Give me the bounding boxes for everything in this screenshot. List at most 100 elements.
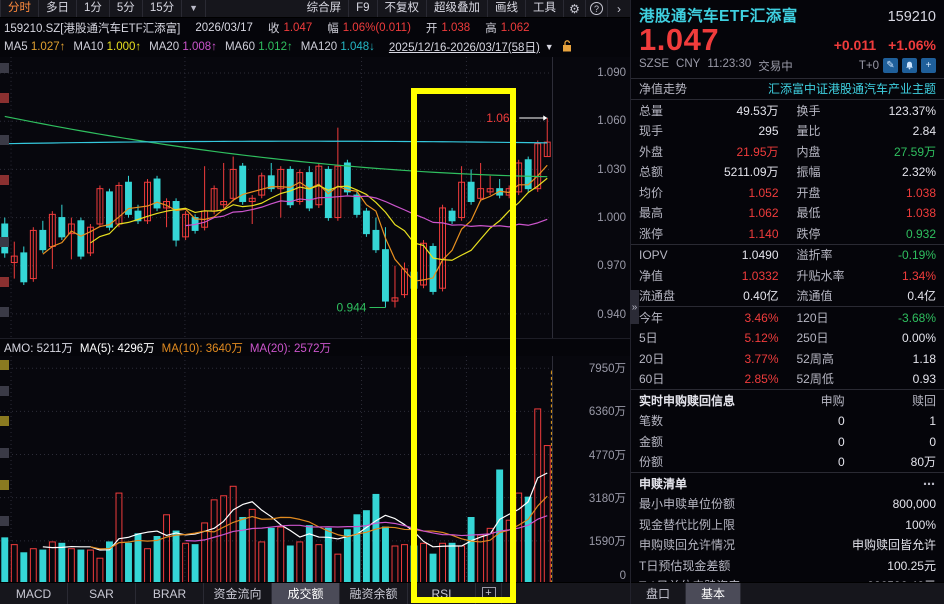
- high-value: 1.062: [500, 21, 530, 34]
- plus-icon: +: [481, 586, 496, 601]
- nav-trend-row[interactable]: 净值走势 汇添富中证港股通汽车产业主题: [631, 79, 944, 100]
- ma-item-MA10: MA10 1.000↑: [73, 41, 141, 53]
- volume-tick-5: 0: [619, 570, 626, 582]
- period-performance-section: 今年 3.46% 120日 -3.68% 5日 5.12% 250日 0.00% 20日 3.77…: [631, 306, 944, 389]
- next-arrow-icon[interactable]: ›: [617, 1, 621, 16]
- candlestick-plot: 1.062 0.944: [0, 57, 552, 338]
- price-change-pct: +1.06%: [888, 36, 936, 53]
- market-status: 交易中: [758, 60, 793, 73]
- toolbar-button-综合屏[interactable]: 综合屏: [300, 0, 350, 17]
- etf-stat-label: 流通值: [796, 289, 833, 304]
- indicator-tab-RSI[interactable]: RSI: [408, 583, 476, 604]
- market-stat-value: 1.140: [748, 226, 779, 241]
- indicator-tab-成交额[interactable]: 成交额: [272, 583, 340, 604]
- amo-key: AMO:: [4, 342, 34, 355]
- realtime-purchase-value: 0: [837, 434, 845, 449]
- period-button-2[interactable]: 多日: [39, 0, 77, 17]
- realtime-purchase-value: 0: [837, 414, 845, 429]
- list-more-button[interactable]: ⋯: [923, 476, 936, 491]
- indicator-tab-资金流向[interactable]: 资金流向: [204, 583, 272, 604]
- alert-bell-icon[interactable]: [902, 58, 917, 74]
- list-row-label: 最小申赎单位份额: [639, 497, 736, 512]
- toolbar-button-工具[interactable]: 工具: [526, 0, 564, 17]
- panel-collapse-handle[interactable]: »: [630, 290, 639, 324]
- volume-tick-4: 1590万: [588, 535, 626, 548]
- ma-value-MA60: 1.012↑: [258, 41, 293, 53]
- indicator-tab-融资余额[interactable]: 融资余额: [340, 583, 408, 604]
- volume-tick-1: 6360万: [588, 406, 626, 419]
- realtime-data-row: 份额 0 80万: [631, 452, 944, 473]
- period-button-3[interactable]: 1分: [77, 0, 110, 17]
- realtime-row-label: 金额: [639, 434, 664, 449]
- volume-tick-0: 7950万: [588, 363, 626, 376]
- nav-trend-section: 净值走势 汇添富中证港股通汽车产业主题: [631, 77, 944, 100]
- market-stat-label: 换手: [796, 103, 821, 118]
- add-to-watchlist-icon[interactable]: +: [921, 58, 936, 74]
- detail-tab-盘口[interactable]: 盘口: [631, 583, 686, 604]
- nav-trend-label: 净值走势: [639, 82, 688, 97]
- market-stat-value: 1.062: [748, 206, 779, 221]
- realtime-purchase-value: 0: [837, 455, 845, 470]
- indicator-tab-bar: MACD SAR BRAR 资金流向 成交额 融资余额 RSI +: [0, 582, 630, 604]
- indicator-tab-SAR[interactable]: SAR: [68, 583, 136, 604]
- list-data-row: T日预估现金差额 100.25元: [631, 555, 944, 576]
- amo-value: 5211万: [36, 342, 73, 355]
- etf-stat-label: 净值: [639, 268, 664, 283]
- price-tick-5: 0.940: [597, 308, 626, 321]
- period-button-4[interactable]: 5分: [110, 0, 143, 17]
- market-stat-value: 295: [758, 124, 779, 139]
- period-button-1[interactable]: 分时: [0, 0, 39, 17]
- bell-icon-glyph: [906, 61, 913, 70]
- security-code: 159210: [887, 9, 936, 25]
- etf-stat-value: 1.0490: [741, 247, 779, 262]
- quote-info-line: 159210.SZ[港股通汽车ETF汇添富] 2026/03/17 收 1.04…: [0, 18, 630, 37]
- list-section-title: 申赎清单: [639, 476, 688, 491]
- charts-container: 1.062 0.944 1.090 1.060 1.030 1.000 0.970 0.94…: [0, 57, 630, 603]
- period-stat-value: 0.93: [912, 372, 936, 387]
- ma-key-MA10: MA10: [73, 41, 107, 53]
- market-stat-label: 外盘: [639, 144, 664, 159]
- volume-pane[interactable]: 7950万 6360万 4770万 3180万 1590万 0: [0, 356, 630, 584]
- ma-key-MA120: MA120: [300, 41, 341, 53]
- quote-time: 11:23:30: [707, 57, 752, 70]
- period-stat-value: 3.46%: [744, 310, 779, 325]
- market-stat-label: 开盘: [796, 185, 821, 200]
- toolbar-button-不复权[interactable]: 不复权: [378, 0, 427, 17]
- period-more-button[interactable]: ▼: [182, 0, 207, 17]
- date-range-selector[interactable]: 2025/12/16-2026/03/17(58日): [388, 42, 540, 54]
- period-stat-row: 20日 3.77% 52周高 1.18: [631, 348, 944, 369]
- market-stat-value: 0.932: [905, 226, 936, 241]
- vol-ma5-value: 4296万: [117, 342, 155, 355]
- toolbar-button-超级叠加[interactable]: 超级叠加: [427, 0, 488, 17]
- svg-text:1.062: 1.062: [486, 111, 516, 125]
- realtime-creation-redemption-section: 实时申购赎回信息 申购 赎回 笔数 0 1 金额 0 0 份额 0 80万: [631, 389, 944, 472]
- price-change: +0.011: [833, 36, 877, 53]
- price-axis: 1.090 1.060 1.030 1.000 0.970 0.940: [552, 57, 630, 338]
- list-data-row: 现金替代比例上限 100%: [631, 514, 944, 535]
- etf-stat-value: 0.4亿: [907, 289, 936, 304]
- toolbar-button-F9[interactable]: F9: [349, 0, 378, 17]
- nav-trend-value: 汇添富中证港股通汽车产业主题: [767, 82, 936, 97]
- list-data-row: 最小申赎单位份额 800,000: [631, 494, 944, 515]
- column-header-purchase: 申购: [820, 393, 845, 408]
- add-indicator-button[interactable]: +: [476, 583, 502, 604]
- period-button-5[interactable]: 15分: [143, 0, 183, 17]
- price-tick-2: 1.030: [597, 163, 626, 176]
- candlestick-pane[interactable]: 1.062 0.944 1.090 1.060 1.030 1.000 0.970 0.94…: [0, 57, 630, 339]
- period-stat-value: -3.68%: [897, 310, 936, 325]
- indicator-tab-MACD[interactable]: MACD: [0, 583, 68, 604]
- detail-tab-基本[interactable]: 基本: [686, 583, 741, 604]
- edit-icon[interactable]: ✎: [883, 58, 898, 74]
- gear-icon[interactable]: ⚙: [564, 0, 586, 17]
- help-icon[interactable]: ?: [586, 0, 608, 17]
- market-stat-value: 1.038: [905, 206, 936, 221]
- list-header-row: 申赎清单 ⋯: [631, 473, 944, 494]
- toolbar-button-画线[interactable]: 画线: [488, 0, 526, 17]
- indicator-tab-BRAR[interactable]: BRAR: [136, 583, 204, 604]
- change-value: 1.06%(0.011): [342, 21, 411, 34]
- etf-stat-row: 净值 1.0332 升贴水率 1.34%: [631, 265, 944, 286]
- market-stat-label: 现手: [639, 124, 664, 139]
- chevron-down-icon[interactable]: ▼: [544, 42, 554, 52]
- unlock-icon[interactable]: [562, 39, 573, 55]
- help-icon-glyph: ?: [590, 2, 603, 15]
